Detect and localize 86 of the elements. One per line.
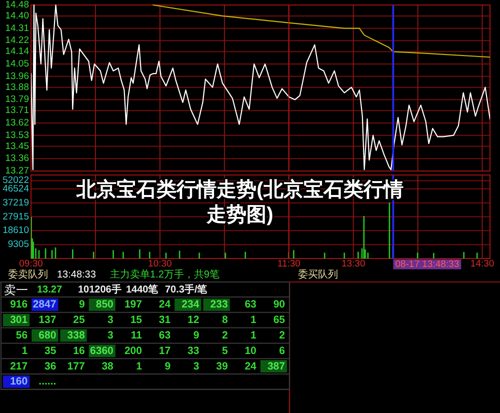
text: 8 xyxy=(222,314,228,326)
text: 916 xyxy=(10,298,28,311)
text: 9 xyxy=(193,330,200,342)
text: 90 xyxy=(273,298,286,311)
y-tick-label: 14.14 xyxy=(5,46,29,58)
y-tick-label: 13.27 xyxy=(5,166,29,176)
text: 160 xyxy=(10,376,28,388)
text: 3 xyxy=(108,314,114,326)
text: 56 xyxy=(16,330,28,342)
y-tick-label: 13.36 xyxy=(5,153,29,164)
text: 177 xyxy=(67,360,85,372)
y-tick-label: 14.40 xyxy=(5,10,29,22)
text: 9 xyxy=(78,298,85,311)
text: 1 xyxy=(250,314,257,326)
x-tick-label: 10:30 xyxy=(148,258,172,270)
text: 1 xyxy=(136,360,142,372)
text: 301 xyxy=(10,314,28,326)
text: 200 xyxy=(124,344,142,357)
text: 63 xyxy=(158,330,171,342)
y-tick-label: 13.71 xyxy=(5,105,29,116)
text: 1440笔 xyxy=(126,284,160,296)
y-tick-label: 18610 xyxy=(2,225,29,236)
y-tick-label: 13.96 xyxy=(5,70,29,82)
y-tick-label: 14.05 xyxy=(5,58,29,70)
y-tick-label: 14.48 xyxy=(5,0,29,10)
y-tick-label: 13.53 xyxy=(5,130,29,141)
text: 31 xyxy=(158,314,171,326)
text: 680 xyxy=(38,330,56,342)
y-tick-label: 14.31 xyxy=(5,22,29,34)
text: 39 xyxy=(216,360,228,372)
text: 2 xyxy=(222,330,228,342)
y-tick-label: 9305 xyxy=(8,239,29,250)
text: 24 xyxy=(244,360,257,372)
text: 6360 xyxy=(90,344,114,357)
text: 9 xyxy=(164,360,171,372)
y-tick-label: 14.22 xyxy=(5,35,29,46)
text: 13:48:33 xyxy=(57,270,96,280)
text: 234 xyxy=(182,298,200,311)
text: 10 xyxy=(244,344,257,357)
y-tick-label: 37219 xyxy=(2,197,29,208)
text: 217 xyxy=(10,360,28,372)
text: 35 xyxy=(44,344,56,357)
text: 15 xyxy=(130,314,142,326)
text: 338 xyxy=(67,330,85,342)
text: 3 xyxy=(108,330,114,342)
text: 233 xyxy=(210,298,228,311)
text: 卖一 xyxy=(4,283,28,297)
text: 2 xyxy=(279,330,286,342)
y-tick-label: 27915 xyxy=(2,211,29,222)
text: 委卖队列 xyxy=(8,268,48,280)
text: 36 xyxy=(44,360,56,372)
text: 24 xyxy=(158,298,171,311)
y-tick-label: 13.79 xyxy=(5,94,29,106)
y-tick-label: 13.88 xyxy=(5,82,29,93)
text: 12 xyxy=(188,314,200,326)
text: 5 xyxy=(222,344,228,357)
text: 63 xyxy=(244,298,257,311)
text: 101206手 xyxy=(78,284,122,296)
text: 13.27 xyxy=(37,284,62,296)
x-tick-label: 14:30 xyxy=(470,258,494,270)
y-tick-label: 13.62 xyxy=(5,117,29,128)
text: 16 xyxy=(73,344,85,357)
text: 70.3手/笔 xyxy=(165,284,208,296)
text: 委买队列 xyxy=(298,268,338,280)
text: 25 xyxy=(73,314,85,326)
text: 主力卖单1.2万手，共9笔 xyxy=(110,268,220,280)
text: 08-17 13:48:33 xyxy=(395,258,460,270)
text: 1 xyxy=(22,344,28,357)
text: 137 xyxy=(38,314,56,326)
text: 3 xyxy=(193,360,200,372)
text: 65 xyxy=(273,314,286,326)
text: 1 xyxy=(250,330,257,342)
text: 387 xyxy=(267,360,286,372)
text: 2847 xyxy=(32,298,56,311)
text: 33 xyxy=(188,344,200,357)
text: ...... xyxy=(38,376,56,388)
y-tick-label: 13.45 xyxy=(5,140,29,152)
text: 17 xyxy=(158,344,171,357)
text: 197 xyxy=(124,298,142,311)
x-tick-label: 09:30 xyxy=(19,258,43,270)
text: 850 xyxy=(96,298,114,311)
text: 6 xyxy=(279,344,286,357)
x-tick-label: 13:30 xyxy=(341,258,366,270)
text: 11 xyxy=(130,330,142,342)
x-tick-label: 11:30 xyxy=(277,258,300,270)
text: 38 xyxy=(102,360,114,372)
